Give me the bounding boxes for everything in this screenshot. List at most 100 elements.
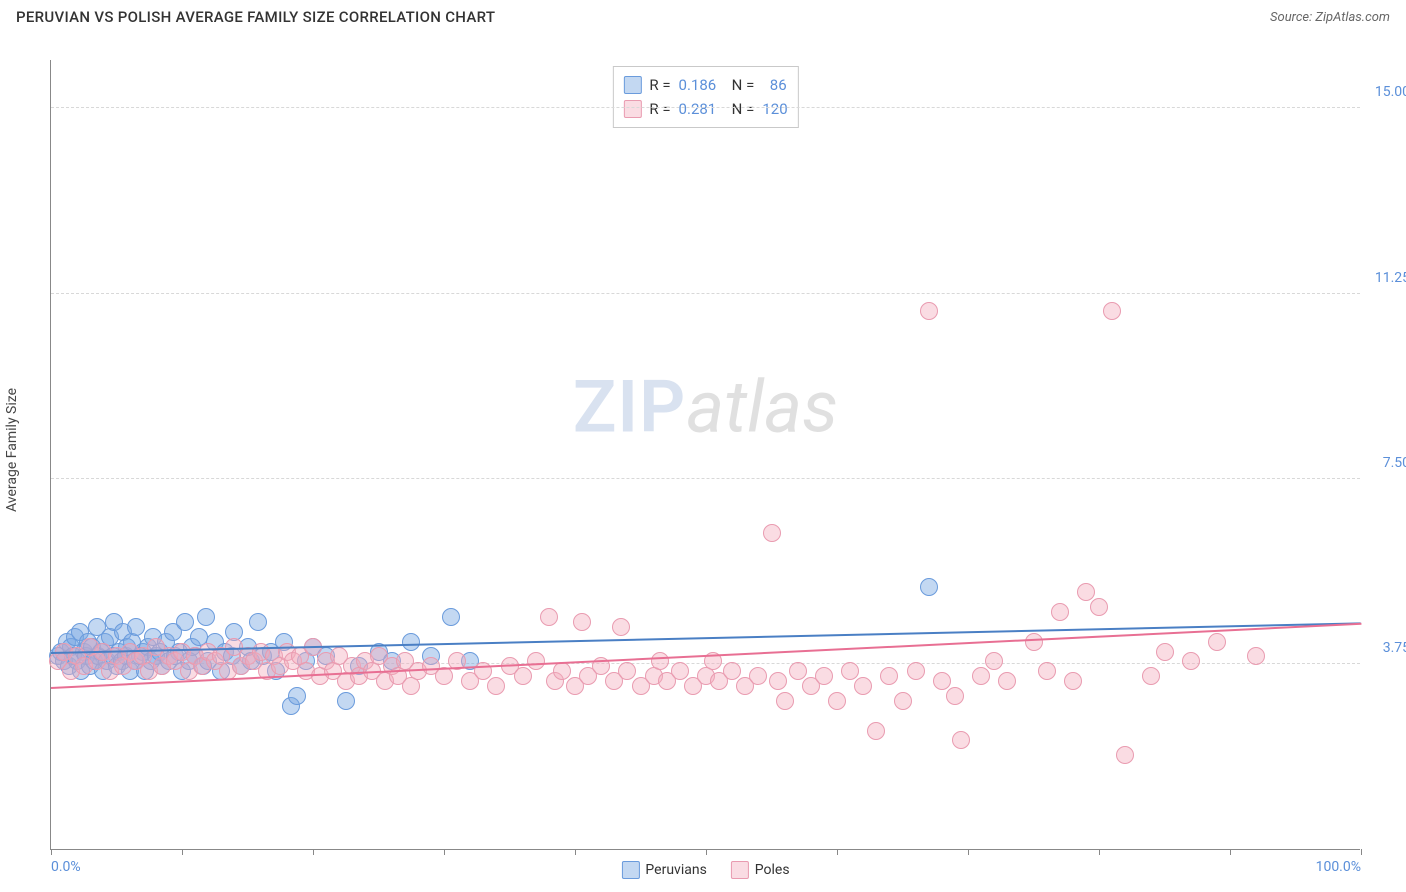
scatter-point (854, 677, 872, 695)
y-tick-label: 7.50 (1364, 455, 1406, 471)
y-tick-label: 11.25 (1364, 270, 1406, 286)
scatter-point (618, 662, 636, 680)
x-tick (575, 849, 576, 855)
stats-r-poles: 0.281 (679, 97, 717, 121)
scatter-point (197, 608, 215, 626)
scatter-point (946, 687, 964, 705)
stats-r-peruvians: 0.186 (679, 73, 717, 97)
x-tick (1230, 849, 1231, 855)
legend-item-poles: Poles (731, 861, 790, 879)
chart-source: Source: ZipAtlas.com (1270, 10, 1390, 25)
scatter-point (952, 731, 970, 749)
scatter-point (1208, 633, 1226, 651)
legend-label-poles: Poles (755, 862, 790, 878)
scatter-point (612, 618, 630, 636)
scatter-point (1142, 667, 1160, 685)
scatter-point (1077, 583, 1095, 601)
scatter-point (880, 667, 898, 685)
scatter-point (828, 692, 846, 710)
scatter-point (907, 662, 925, 680)
scatter-point (1156, 643, 1174, 661)
x-tick (1361, 849, 1362, 855)
scatter-point (972, 667, 990, 685)
swatch-peruvians (623, 76, 641, 94)
gridline (51, 293, 1360, 294)
swatch-poles (623, 100, 641, 118)
chart-header: PERUVIAN VS POLISH AVERAGE FAMILY SIZE C… (0, 0, 1406, 30)
x-tick-label: 0.0% (51, 859, 81, 875)
gridline (51, 478, 1360, 479)
x-tick (444, 849, 445, 855)
scatter-point (1051, 603, 1069, 621)
scatter-point (841, 662, 859, 680)
scatter-point (933, 672, 951, 690)
x-tick (51, 849, 52, 855)
scatter-point (1025, 633, 1043, 651)
watermark-atlas: atlas (686, 365, 838, 450)
scatter-point (1116, 746, 1134, 764)
scatter-point (723, 662, 741, 680)
stats-legend-box: R = 0.186 N = 86 R = 0.281 N = 120 (612, 66, 798, 128)
stats-n-poles: 120 (762, 97, 787, 121)
x-tick (837, 849, 838, 855)
scatter-point (1064, 672, 1082, 690)
scatter-point (176, 613, 194, 631)
y-tick-label: 15.00 (1364, 84, 1406, 100)
scatter-point (249, 613, 267, 631)
bottom-legend: Peruvians Poles (621, 861, 789, 879)
scatter-point (789, 662, 807, 680)
legend-label-peruvians: Peruvians (645, 862, 706, 878)
chart-title: PERUVIAN VS POLISH AVERAGE FAMILY SIZE C… (16, 8, 495, 26)
scatter-point (442, 608, 460, 626)
watermark: ZIPatlas (573, 365, 838, 450)
scatter-point (540, 608, 558, 626)
scatter-point (769, 672, 787, 690)
scatter-point (763, 524, 781, 542)
scatter-point (920, 578, 938, 596)
x-tick-label: 100.0% (1316, 859, 1361, 875)
y-tick-label: 3.75 (1364, 640, 1406, 656)
scatter-point (127, 618, 145, 636)
swatch-peruvians (621, 861, 639, 879)
scatter-point (920, 302, 938, 320)
scatter-point (998, 672, 1016, 690)
legend-item-peruvians: Peruvians (621, 861, 706, 879)
x-tick (182, 849, 183, 855)
scatter-point (1182, 652, 1200, 670)
stats-label-n: N = (724, 97, 754, 121)
scatter-point (514, 667, 532, 685)
scatter-point (1247, 647, 1265, 665)
x-tick (706, 849, 707, 855)
stats-label-n: N = (724, 73, 754, 97)
stats-label-r: R = (649, 97, 670, 121)
scatter-point (1090, 598, 1108, 616)
scatter-point (1038, 662, 1056, 680)
scatter-point (894, 692, 912, 710)
scatter-point (815, 667, 833, 685)
scatter-point (288, 687, 306, 705)
plot-area: ZIPatlas R = 0.186 N = 86 R = 0.281 N = … (50, 60, 1360, 850)
scatter-point (985, 652, 1003, 670)
watermark-zip: ZIP (573, 365, 686, 450)
x-tick (1099, 849, 1100, 855)
scatter-point (402, 633, 420, 651)
scatter-point (776, 692, 794, 710)
swatch-poles (731, 861, 749, 879)
scatter-point (651, 652, 669, 670)
scatter-point (1103, 302, 1121, 320)
scatter-point (867, 722, 885, 740)
x-tick (968, 849, 969, 855)
scatter-point (487, 677, 505, 695)
stats-label-r: R = (649, 73, 670, 97)
scatter-point (553, 662, 571, 680)
stats-row-poles: R = 0.281 N = 120 (623, 97, 787, 121)
scatter-point (671, 662, 689, 680)
scatter-point (573, 613, 591, 631)
x-tick (313, 849, 314, 855)
chart-container: Average Family Size ZIPatlas R = 0.186 N… (0, 40, 1406, 860)
gridline (51, 107, 1360, 108)
stats-row-peruvians: R = 0.186 N = 86 (623, 73, 787, 97)
y-axis-label: Average Family Size (4, 388, 20, 512)
stats-n-peruvians: 86 (762, 73, 786, 97)
scatter-point (527, 652, 545, 670)
